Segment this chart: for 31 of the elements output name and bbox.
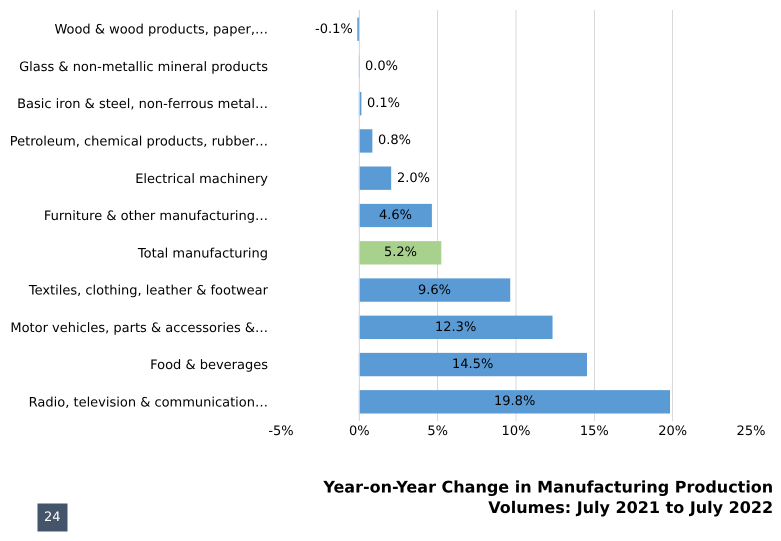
y-tick-label: Radio, television & communication… — [28, 395, 268, 410]
y-tick-label: Total manufacturing — [136, 246, 268, 262]
x-tick-label: 5% — [427, 424, 448, 439]
y-tick-label: Petroleum, chemical products, rubber… — [10, 134, 268, 150]
x-tick-label: 0% — [349, 424, 370, 439]
x-tick-label: -5% — [268, 424, 294, 439]
data-label: 0.1% — [367, 96, 400, 111]
y-tick-label: Electrical machinery — [135, 172, 268, 187]
y-tick-label: Textiles, clothing, leather & footwear — [28, 284, 269, 299]
text: 24 — [44, 510, 61, 525]
data-label: 5.2% — [384, 245, 418, 260]
data-label: 12.3% — [435, 320, 476, 335]
text: Year-on-Year Change in Manufacturing Production Volumes: July 2021 to July 2022 — [322, 477, 774, 518]
data-label: -0.1% — [315, 22, 353, 37]
data-label: 14.5% — [452, 357, 494, 372]
data-label: 0.8% — [378, 133, 412, 148]
data-label: 2.0% — [397, 171, 430, 186]
y-tick-label: Basic iron & steel, non-ferrous metal… — [17, 97, 268, 112]
y-tick-label: Glass & non-metallic mineral products — [19, 60, 268, 75]
data-label: 4.6% — [379, 208, 412, 223]
data-label: 19.8% — [494, 394, 536, 409]
x-tick-label: 15% — [580, 424, 609, 439]
data-label: 9.6% — [418, 283, 452, 298]
x-tick-label: 25% — [736, 424, 766, 439]
x-tick-label: 10% — [502, 424, 530, 439]
y-tick-label: Furniture & other manufacturing… — [44, 209, 268, 224]
y-tick-label: Motor vehicles, parts & accessories &… — [10, 320, 268, 336]
data-label: 0.0% — [365, 59, 398, 74]
y-tick-label: Food & beverages — [150, 358, 268, 374]
y-tick-label: Wood & wood products, paper,… — [54, 22, 268, 38]
x-tick-label: 20% — [658, 424, 688, 439]
